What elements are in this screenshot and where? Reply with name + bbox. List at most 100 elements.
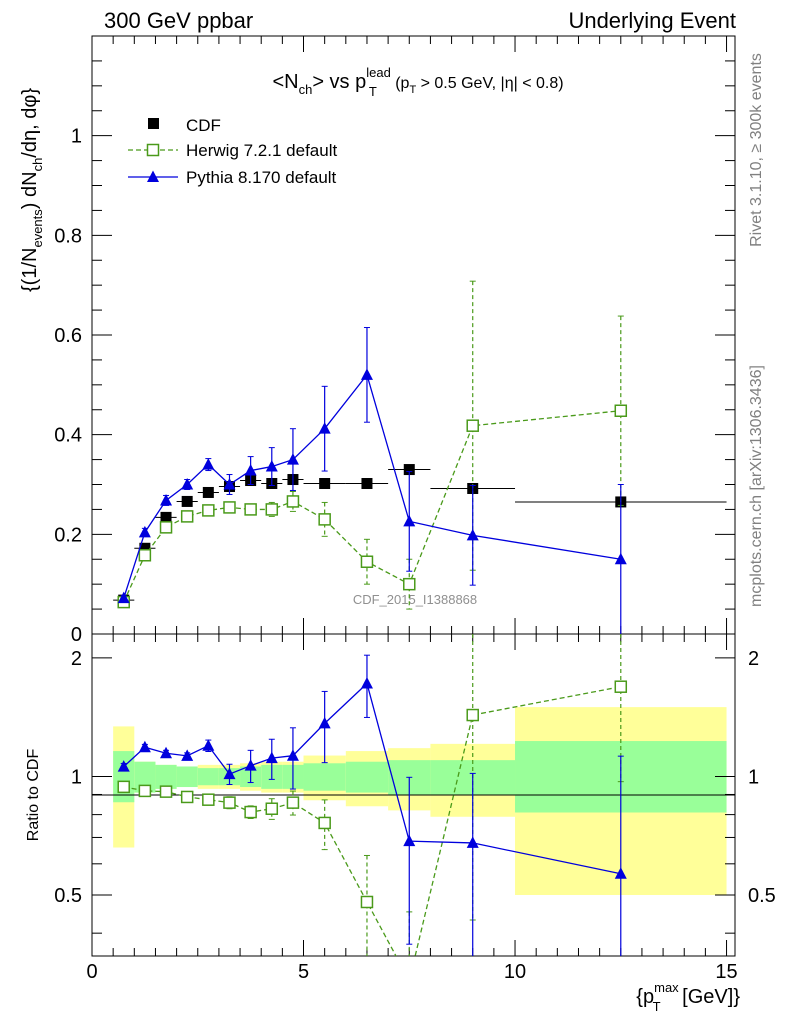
main-herwig-point: [202, 504, 215, 517]
main-herwig-point: [614, 404, 628, 417]
ratio-y-tick-label-right: 1: [748, 766, 759, 788]
ratio-pythia-point: [614, 867, 627, 879]
ratio-herwig-point: [614, 680, 628, 693]
main-herwig-point: [286, 495, 300, 508]
x-tick-label: 5: [298, 961, 309, 983]
ratio-herwig-point: [244, 805, 257, 819]
ylabel-part-c: /dη, dφ}: [19, 88, 41, 158]
ratio-pythia-point: [286, 749, 299, 761]
ratio-band-green: [303, 763, 346, 791]
ratio-band-green: [176, 766, 198, 788]
y-tick-label: 0.6: [54, 325, 82, 347]
y-axis-label: {(1/Nevents) dNch/dη, dφ}: [19, 88, 45, 292]
ratio-y-tick-label-left: 2: [71, 648, 82, 670]
main-pythia-point: [318, 422, 331, 434]
plot-title: <Nch> vs plead T (pT > 0.5 GeV, |η| < 0.8…: [272, 65, 563, 99]
main-pythia-point: [466, 528, 479, 541]
ratio-pythia-point: [318, 716, 331, 729]
legend-pythia-marker: [147, 170, 159, 182]
main-pythia-point: [160, 493, 173, 506]
watermark-label: CDF_2015_I1388868: [353, 592, 477, 607]
y-tick-label: 0.8: [54, 225, 82, 247]
ratio-pythia-point: [244, 759, 257, 771]
main-pythia-point: [244, 464, 257, 476]
legend-cdf-marker: [148, 118, 159, 129]
title-part-b-sup: lead: [366, 65, 391, 80]
legend-herwig-marker: [146, 143, 160, 157]
y-tick-label: 1: [71, 126, 82, 148]
side-label-mcplots: mcplots.cern.ch [arXiv:1306.3436]: [748, 365, 765, 607]
ratio-pythia-point: [117, 760, 130, 772]
ratio-y-axis-label: Ratio to CDF: [25, 749, 42, 842]
y-tick-label: 0.4: [54, 425, 82, 447]
main-pythia-point: [117, 591, 130, 604]
main-pythia-point: [403, 514, 416, 527]
main-pythia-point: [360, 368, 373, 380]
cdf-data-point: [139, 542, 151, 554]
cdf-data-point: [202, 486, 214, 498]
ratio-pythia-point: [360, 676, 373, 689]
legend-cdf-label: CDF: [186, 116, 221, 135]
ratio-y-tick-label-left: 0.5: [54, 885, 82, 907]
main-herwig-point: [360, 555, 374, 568]
main-series-group: [113, 280, 727, 634]
ratio-y-tick-label-right: 2: [748, 648, 759, 670]
ratio-pythia-point: [403, 834, 416, 847]
ratio-band-green: [345, 761, 389, 793]
ratio-pythia-point: [181, 749, 194, 761]
x-tick-label: 0: [86, 961, 97, 983]
ratio-herwig-point: [202, 793, 215, 806]
xlabel-part-a-sup: max: [654, 980, 679, 995]
main-pythia-point: [138, 525, 151, 538]
main-herwig-line: [123, 410, 621, 603]
ratio-herwig-point: [466, 708, 479, 722]
main-herwig-point: [138, 549, 152, 562]
ratio-herwig-point: [117, 780, 130, 794]
ratio-pythia-point: [265, 751, 278, 764]
ylabel-part-b-sub: ch: [30, 158, 45, 172]
ylabel-part-a: {(1/N: [19, 248, 41, 292]
ratio-pythia-point: [202, 739, 215, 751]
legend-herwig-label: Herwig 7.2.1 default: [186, 141, 337, 160]
ratio-herwig-point: [318, 816, 331, 830]
ratio-pythia-point: [466, 836, 479, 848]
x-tick-label: 15: [715, 961, 737, 983]
y-tick-label: 0.2: [54, 524, 82, 546]
main-herwig-point: [318, 513, 331, 526]
ylabel-part-b: ) dN: [19, 171, 41, 209]
main-pythia-line: [123, 373, 621, 599]
main-pythia-point: [223, 478, 236, 490]
title-part-d: > 0.5 GeV, |η| < 0.8): [416, 75, 563, 92]
ratio-pythia-point: [160, 746, 173, 759]
title-part-a: <N: [272, 71, 298, 93]
x-axis-label: {pmax T [GeV]}: [636, 980, 740, 1014]
main-herwig-point: [244, 503, 257, 516]
ratio-y-tick-label-left: 1: [71, 766, 82, 788]
ratio-band-green: [155, 764, 177, 789]
ratio-y-tick-label-right: 0.5: [748, 885, 776, 907]
legend: CDF Herwig 7.2.1 default Pythia 8.170 defa…: [128, 116, 337, 187]
xlabel-part-a-sub: T: [653, 999, 661, 1014]
ratio-pythia-point: [138, 740, 151, 753]
header-left-label: 300 GeV ppbar: [104, 8, 253, 33]
title-part-b-sub: T: [369, 84, 377, 99]
main-herwig-point: [159, 521, 173, 534]
main-herwig-point: [223, 501, 236, 514]
axis-tick-labels: 0 5 10 15 0 0.2 0.4 0.6 0.8 1 0.5 0.5 1 1 2 2: [54, 126, 776, 983]
cdf-data-point: [160, 511, 172, 523]
ratio-herwig-point: [138, 784, 152, 798]
cdf-data-point: [181, 495, 193, 507]
main-pythia-point: [265, 460, 278, 472]
ratio-herwig-point: [286, 796, 300, 809]
main-pythia-point: [614, 552, 627, 565]
ratio-herwig-point: [360, 895, 374, 909]
main-pythia-point: [181, 478, 194, 490]
x-tick-label: 10: [504, 961, 526, 983]
main-pythia-point: [286, 453, 299, 465]
ratio-herwig-point: [180, 790, 194, 804]
ratio-herwig-point: [223, 796, 236, 809]
cdf-data-point: [403, 464, 415, 476]
title-part-c-sub: T: [409, 84, 416, 96]
header-right-label: Underlying Event: [568, 8, 736, 33]
